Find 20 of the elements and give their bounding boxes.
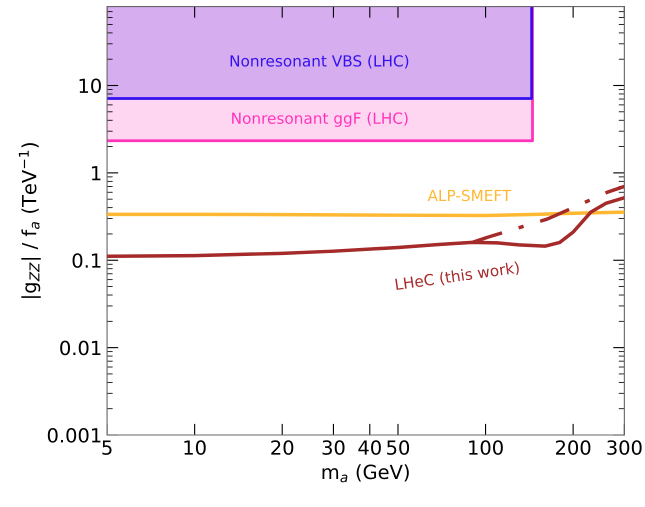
text: LHeC (this work): [395, 261, 520, 292]
series-label: Nonresonant VBS (LHC): [230, 54, 408, 68]
x-tick-label: 200: [556, 440, 590, 455]
x-tick-label: 50: [387, 440, 410, 455]
y-tick-label: 0.01: [60, 340, 100, 356]
x-tick-label: 10: [184, 440, 206, 455]
y-tick-label: 0.1: [72, 253, 100, 268]
y-tick-label: 0.001: [48, 428, 100, 443]
x-tick-label: 30: [322, 440, 345, 455]
x-tick-label: 300: [607, 440, 642, 455]
y-axis-title: |g$_{ZZ}$| / f$_{a}$ (TeV$^{−1}$): [18, 143, 41, 298]
y-tick-label: 1: [92, 166, 100, 180]
x-tick-label: 40: [358, 440, 381, 455]
series-label: Nonresonant ggF (LHC): [232, 112, 408, 127]
series-label: ALP-SMEFT: [428, 190, 512, 202]
y-tick-label: 10: [80, 78, 101, 94]
x-axis-title: m$_{a}$ (GeV): [322, 464, 409, 482]
x-tick-label: 100: [469, 440, 503, 455]
x-tick-label: 5: [102, 440, 112, 455]
x-tick-label: 20: [271, 440, 294, 455]
